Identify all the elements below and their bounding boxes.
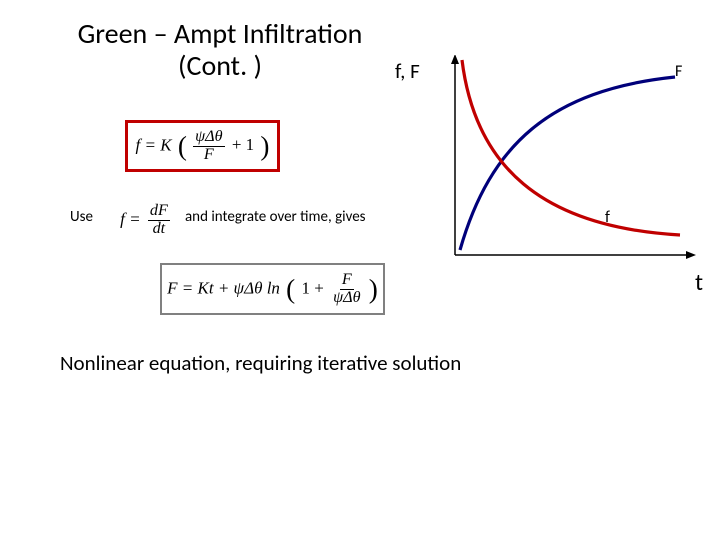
equation-F-cumulative: F = Kt + ψΔθ ln ( 1 + F ψΔθ )	[160, 263, 385, 315]
infiltration-graph	[420, 55, 700, 280]
title-line-1: Green – Ampt Infiltration	[78, 16, 363, 51]
eq-dfdt-num: dF	[148, 203, 170, 221]
y-axis-arrow	[451, 55, 459, 64]
eq1-num: ψΔθ	[193, 129, 224, 147]
eq2-content: F = Kt + ψΔθ ln ( 1 + F ψΔθ )	[167, 272, 378, 307]
eq2-den: ψΔθ	[331, 290, 362, 307]
nonlinear-note: Nonlinear equation, requiring iterative …	[60, 350, 461, 376]
y-axis-label: f, F	[395, 58, 420, 84]
eq2-rparen: )	[369, 274, 378, 304]
integrate-label: and integrate over time, gives	[185, 208, 366, 226]
x-axis-label: t	[695, 268, 703, 297]
curve-F-label: F	[675, 62, 682, 81]
curve-f-label: f	[605, 208, 610, 227]
title-line-2: (Cont. )	[178, 48, 262, 83]
eq1-content: f = K ( ψΔθ F + 1 )	[136, 129, 270, 164]
eq-dfdt-content: f = dF dt	[120, 203, 170, 238]
eq2-lead: 1 +	[301, 278, 323, 297]
use-label: Use	[70, 208, 93, 226]
x-axis-arrow	[686, 251, 696, 259]
slide-title: Green – Ampt Infiltration (Cont. )	[70, 18, 370, 82]
eq2-frac: F ψΔθ	[331, 272, 362, 307]
curve-F	[460, 77, 675, 250]
eq-dfdt-frac: dF dt	[148, 203, 170, 238]
eq1-tail: + 1	[232, 135, 254, 154]
eq1-rparen: )	[260, 131, 269, 161]
eq2-lhs: F = Kt + ψΔθ ln	[167, 278, 280, 297]
eq1-frac: ψΔθ F	[193, 129, 224, 164]
eq2-lparen: (	[286, 274, 295, 304]
curve-f	[462, 60, 680, 235]
equation-dFdt: f = dF dt	[115, 200, 175, 240]
eq2-num: F	[340, 272, 354, 290]
eq1-lparen: (	[178, 131, 187, 161]
graph-svg	[420, 55, 700, 280]
eq1-den: F	[202, 147, 216, 164]
equation-f-infiltration: f = K ( ψΔθ F + 1 )	[125, 120, 280, 172]
eq1-lhs: f = K	[136, 135, 172, 154]
eq-dfdt-den: dt	[151, 221, 168, 238]
eq-dfdt-lhs: f =	[120, 209, 140, 228]
